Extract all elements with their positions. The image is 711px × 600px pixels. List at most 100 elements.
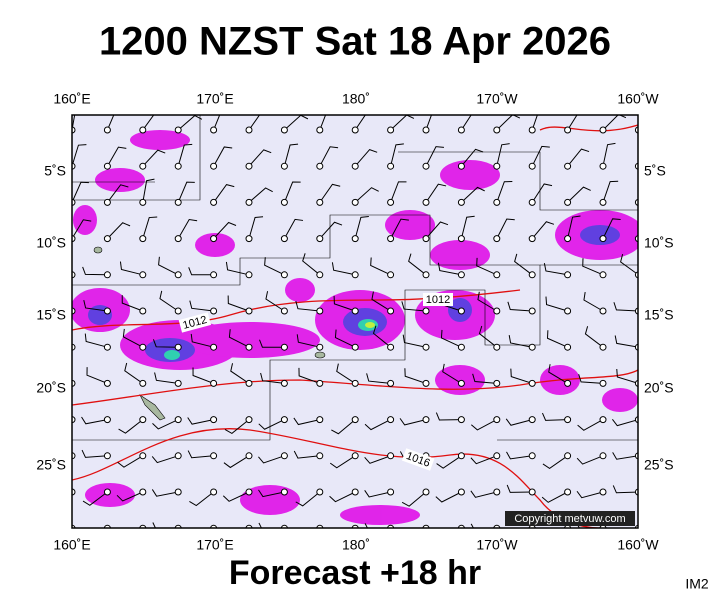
wind-barb — [366, 373, 391, 384]
precipitation — [72, 115, 638, 528]
wind-barb — [81, 449, 108, 458]
station — [245, 452, 253, 460]
station — [103, 452, 111, 460]
station — [103, 488, 111, 496]
station — [528, 343, 536, 351]
lat-label-left: 20˚S — [36, 380, 66, 396]
station — [457, 379, 465, 387]
wind-barb — [404, 368, 427, 384]
wind-barb — [151, 455, 179, 464]
station — [280, 343, 288, 351]
wind-barb — [496, 181, 513, 203]
wind-barb — [228, 329, 250, 348]
map-frame — [71, 114, 639, 529]
station — [599, 126, 607, 134]
station — [457, 452, 465, 460]
wind-barb — [461, 186, 485, 203]
lon-label-top: 160˚W — [617, 91, 659, 107]
station — [210, 162, 218, 170]
lat-label-right: 20˚S — [644, 380, 674, 396]
station — [599, 307, 607, 315]
wind-barb — [354, 115, 366, 131]
lat-label-left: 25˚S — [36, 457, 66, 473]
wind-barb — [152, 419, 179, 430]
station — [316, 162, 324, 170]
station — [599, 198, 607, 206]
wind-barb — [470, 455, 497, 465]
wind-barb — [107, 184, 129, 203]
wind-barb — [546, 330, 568, 348]
station — [316, 235, 324, 243]
wind-barb — [470, 523, 497, 528]
station — [528, 271, 536, 279]
station — [387, 379, 395, 387]
wind-barb — [372, 325, 391, 348]
wind-barb — [154, 372, 179, 384]
lon-label-top: 170˚W — [476, 91, 518, 107]
wind-barb — [496, 218, 515, 239]
wind-barb — [514, 253, 533, 276]
wind-barb — [177, 219, 198, 239]
station — [316, 126, 324, 134]
wind-barb — [230, 363, 250, 384]
wind-barb — [319, 527, 320, 528]
wind-barb — [602, 142, 616, 167]
station — [210, 198, 218, 206]
station — [174, 198, 182, 206]
station — [245, 379, 253, 387]
wind-barb — [295, 300, 320, 312]
wind-barb — [531, 183, 553, 203]
station — [139, 235, 147, 243]
wind-barb — [567, 148, 590, 167]
station — [457, 162, 465, 170]
wind-barb — [401, 491, 427, 507]
station — [493, 452, 501, 460]
station — [493, 416, 501, 424]
wind-barb — [425, 115, 432, 131]
wind-barb — [425, 221, 449, 239]
image-code: IM2 — [685, 576, 709, 592]
wind-barb — [543, 263, 568, 276]
station — [387, 126, 395, 134]
wind-barb — [81, 416, 108, 425]
wind-barb — [259, 339, 285, 348]
wind-barb — [496, 143, 510, 167]
station — [103, 379, 111, 387]
station — [528, 452, 536, 460]
wind-barb — [141, 527, 143, 528]
wind-barb — [364, 455, 391, 464]
wind-barb — [116, 491, 144, 502]
station — [422, 488, 430, 496]
station — [316, 416, 324, 424]
wind-barb — [506, 484, 533, 493]
wind-barb — [370, 257, 391, 276]
station — [174, 126, 182, 134]
wind-barb — [478, 325, 498, 348]
station — [316, 343, 324, 351]
wind-barb — [578, 374, 604, 384]
station — [599, 488, 607, 496]
wind-barb — [364, 523, 391, 528]
wind-barb — [82, 491, 108, 506]
lat-label-right: 25˚S — [644, 457, 674, 473]
wind-barb — [425, 183, 447, 203]
station — [599, 271, 607, 279]
station — [457, 416, 465, 424]
wind-barb — [72, 492, 73, 493]
wind-barb — [542, 455, 568, 470]
station — [457, 343, 465, 351]
lon-label-bottom: 170˚W — [476, 537, 518, 553]
wind-barb — [225, 261, 250, 276]
station — [316, 379, 324, 387]
wind-barb — [72, 115, 76, 131]
station — [564, 307, 572, 315]
wind-barb — [531, 221, 555, 239]
wind-barb — [576, 490, 604, 499]
station — [174, 452, 182, 460]
forecast-label: Forecast +18 hr — [229, 554, 481, 592]
station — [210, 452, 218, 460]
wind-barb — [460, 527, 462, 528]
station — [422, 416, 430, 424]
wind-barb — [151, 489, 179, 497]
station — [351, 271, 359, 279]
